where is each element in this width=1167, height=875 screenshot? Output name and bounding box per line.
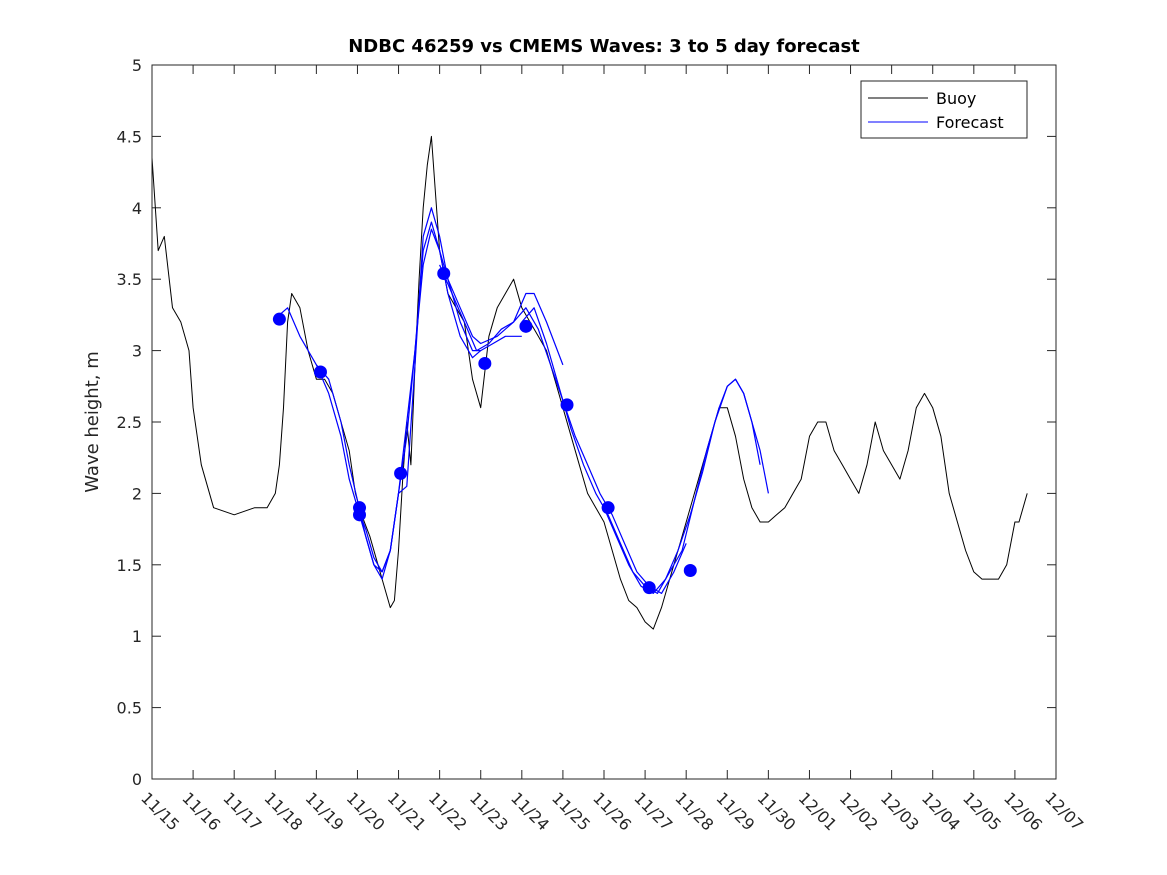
y-tick-label: 2.5 bbox=[117, 413, 142, 432]
series-layer bbox=[151, 135, 1028, 630]
forecast-marker bbox=[601, 501, 615, 515]
forecast-marker bbox=[560, 398, 574, 412]
y-tick-label: 3 bbox=[132, 342, 142, 361]
legend: Buoy Forecast bbox=[860, 80, 1028, 139]
forecast-marker bbox=[519, 319, 533, 333]
forecast-marker bbox=[683, 564, 697, 578]
legend-buoy-label: Buoy bbox=[936, 89, 976, 108]
forecast-marker bbox=[272, 312, 286, 326]
y-tick-labels: 0 0.5 1 1.5 2 2.5 3 3.5 4 4.5 5 bbox=[117, 56, 142, 789]
y-tick-label: 0.5 bbox=[117, 699, 142, 718]
y-tick-label: 3.5 bbox=[117, 270, 142, 289]
legend-box bbox=[860, 80, 1028, 139]
y-tick-label: 1.5 bbox=[117, 556, 142, 575]
forecast-line bbox=[603, 378, 761, 595]
plot-area bbox=[152, 65, 1056, 779]
forecast-marker bbox=[353, 508, 367, 522]
y-tick-label: 0 bbox=[132, 770, 142, 789]
forecast-marker bbox=[437, 266, 451, 280]
forecast-marker bbox=[313, 365, 327, 379]
y-tick-label: 1 bbox=[132, 627, 142, 646]
chart-title: NDBC 46259 vs CMEMS Waves: 3 to 5 day fo… bbox=[348, 36, 860, 57]
y-axis-label: Wave height, m bbox=[82, 351, 103, 492]
tick-marks bbox=[151, 64, 1057, 780]
legend-forecast-label: Forecast bbox=[936, 113, 1004, 132]
forecast-marker bbox=[394, 466, 408, 480]
forecast-marker bbox=[478, 356, 492, 370]
y-tick-label: 5 bbox=[132, 56, 142, 75]
y-tick-label: 4.5 bbox=[117, 127, 142, 146]
y-tick-label: 4 bbox=[132, 199, 142, 218]
plot-frame bbox=[151, 64, 1057, 780]
forecast-marker bbox=[642, 581, 656, 595]
y-tick-label: 2 bbox=[132, 484, 142, 503]
forecast-line bbox=[356, 228, 564, 573]
